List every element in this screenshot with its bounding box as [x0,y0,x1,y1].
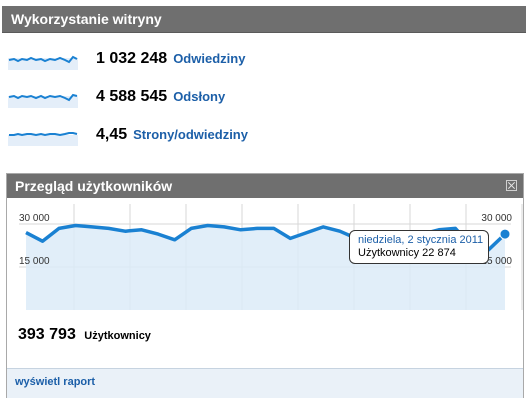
y-tick-label-left-30000: 30 000 [19,213,50,224]
pages-per-visit-link[interactable]: Strony/odwiedziny [133,127,248,142]
users-total-label: Użytkownicy [84,330,151,342]
chart-tooltip: niedziela, 2 stycznia 2011 Użytkownicy 2… [349,230,489,264]
visits-sparkline [8,55,78,70]
visits-value: 1 032 248 Odwiedziny [96,50,246,67]
site-usage-header: Wykorzystanie witryny [2,6,526,33]
tooltip-date: niedziela, 2 stycznia 2011 [358,234,484,246]
users-total: 393 793 Użytkownicy [18,326,151,344]
metric-pageviews: 4 588 545 Odsłony [8,86,508,110]
users-total-value: 393 793 [18,326,76,343]
pages-per-visit-sparkline [8,132,78,146]
users-overview-panel: Przegląd użytkowników 30 000 15 000 30 000… [6,173,524,398]
pages-per-visit-value: 4,45 Strony/odwiedziny [96,126,248,143]
y-tick-label-right-15000: 15 000 [481,256,512,267]
visits-link[interactable]: Odwiedziny [173,51,246,66]
y-tick-label-right-30000: 30 000 [481,213,512,224]
users-overview-header: Przegląd użytkowników [7,174,523,198]
close-icon[interactable] [506,180,517,191]
metric-visits: 1 032 248 Odwiedziny [8,48,508,72]
y-tick-label-left-15000: 15 000 [19,256,50,267]
pageviews-value: 4 588 545 Odsłony [96,88,226,105]
users-overview-title: Przegląd użytkowników [15,178,173,194]
users-panel-footer: wyświetl raport [7,368,523,398]
chart-highlight-point[interactable] [499,228,511,240]
view-report-link[interactable]: wyświetl raport [15,376,96,388]
pageviews-link[interactable]: Odsłony [173,89,226,104]
site-usage-title: Wykorzystanie witryny [11,11,162,27]
chart-area [26,225,505,310]
metric-pages-per-visit: 4,45 Strony/odwiedziny [8,124,508,148]
tooltip-value: Użytkownicy 22 874 [358,247,456,259]
pageviews-sparkline [8,93,78,108]
